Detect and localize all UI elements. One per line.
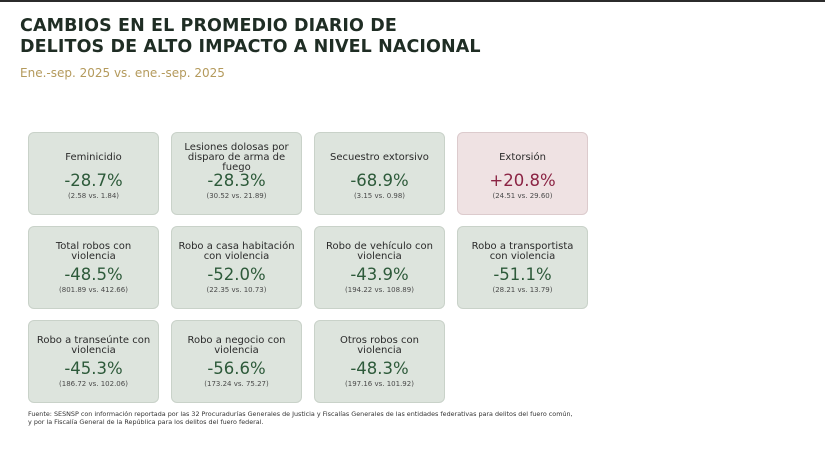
- card-robo-vehiculo: Robo de vehículo con violencia -43.9% (1…: [314, 226, 445, 309]
- card-label: Robo a casa habitación con violencia: [178, 241, 295, 262]
- card-otros-robos: Otros robos con violencia -48.3% (197.16…: [314, 320, 445, 403]
- card-comparison-values: (186.72 vs. 102.06): [59, 380, 128, 388]
- source-line-1: Fuente: SESNSP con información reportada…: [28, 410, 573, 418]
- card-secuestro-extorsivo: Secuestro extorsivo -68.9% (3.15 vs. 0.9…: [314, 132, 445, 215]
- card-comparison-values: (2.58 vs. 1.84): [67, 192, 120, 200]
- card-label: Robo de vehículo con violencia: [326, 241, 433, 262]
- title-line-2: DELITOS DE ALTO IMPACTO A NIVEL NACIONAL: [20, 37, 481, 57]
- card-percent-change: -43.9%: [350, 265, 409, 284]
- card-label: Robo a transeúnte con violencia: [36, 335, 151, 356]
- card-comparison-values: (28.21 vs. 13.79): [492, 286, 553, 294]
- card-label: Secuestro extorsivo: [330, 152, 429, 163]
- card-percent-change: -48.5%: [64, 265, 123, 284]
- card-total-robos-violencia: Total robos con violencia -48.5% (801.89…: [28, 226, 159, 309]
- card-robo-casa-habitacion: Robo a casa habitación con violencia -52…: [171, 226, 302, 309]
- card-percent-change: -28.3%: [207, 171, 266, 190]
- card-percent-change: -51.1%: [493, 265, 552, 284]
- card-label: Otros robos con violencia: [339, 335, 419, 356]
- card-label: Extorsión: [499, 152, 546, 163]
- card-robo-negocio: Robo a negocio con violencia -56.6% (173…: [171, 320, 302, 403]
- card-robo-transeunte: Robo a transeúnte con violencia -45.3% (…: [28, 320, 159, 403]
- page-title: CAMBIOS EN EL PROMEDIO DIARIO DE DELITOS…: [20, 16, 540, 58]
- card-comparison-values: (173.24 vs. 75.27): [204, 380, 269, 388]
- card-percent-change: -52.0%: [207, 265, 266, 284]
- card-lesiones-dolosas: Lesiones dolosas por disparo de arma de …: [171, 132, 302, 215]
- card-feminicidio: Feminicidio -28.7% (2.58 vs. 1.84): [28, 132, 159, 215]
- card-label: Lesiones dolosas por disparo de arma de …: [184, 142, 289, 173]
- card-percent-change: -28.7%: [64, 171, 123, 190]
- card-label: Feminicidio: [65, 152, 122, 163]
- card-label: Robo a negocio con violencia: [187, 335, 286, 356]
- card-comparison-values: (801.89 vs. 412.66): [59, 286, 128, 294]
- card-percent-change: -68.9%: [350, 171, 409, 190]
- card-comparison-values: (22.35 vs. 10.73): [206, 286, 267, 294]
- period-subtitle: Ene.-sep. 2025 vs. ene.-sep. 2025: [20, 66, 225, 80]
- source-line-2: y por la Fiscalía General de la Repúblic…: [28, 418, 264, 426]
- card-label: Robo a transportista con violencia: [471, 241, 574, 262]
- card-percent-change: -48.3%: [350, 359, 409, 378]
- card-comparison-values: (197.16 vs. 101.92): [345, 380, 414, 388]
- card-robo-transportista: Robo a transportista con violencia -51.1…: [457, 226, 588, 309]
- card-percent-change: +20.8%: [489, 171, 556, 190]
- card-extorsion: Extorsión +20.8% (24.51 vs. 29.60): [457, 132, 588, 215]
- card-label: Total robos con violencia: [55, 241, 132, 262]
- title-line-1: CAMBIOS EN EL PROMEDIO DIARIO DE: [20, 16, 397, 36]
- card-comparison-values: (24.51 vs. 29.60): [492, 192, 553, 200]
- top-border-line: [0, 0, 825, 2]
- source-footnote: Fuente: SESNSP con información reportada…: [28, 410, 808, 426]
- card-comparison-values: (30.52 vs. 21.89): [206, 192, 267, 200]
- card-comparison-values: (3.15 vs. 0.98): [353, 192, 406, 200]
- card-comparison-values: (194.22 vs. 108.89): [345, 286, 414, 294]
- card-percent-change: -56.6%: [207, 359, 266, 378]
- card-percent-change: -45.3%: [64, 359, 123, 378]
